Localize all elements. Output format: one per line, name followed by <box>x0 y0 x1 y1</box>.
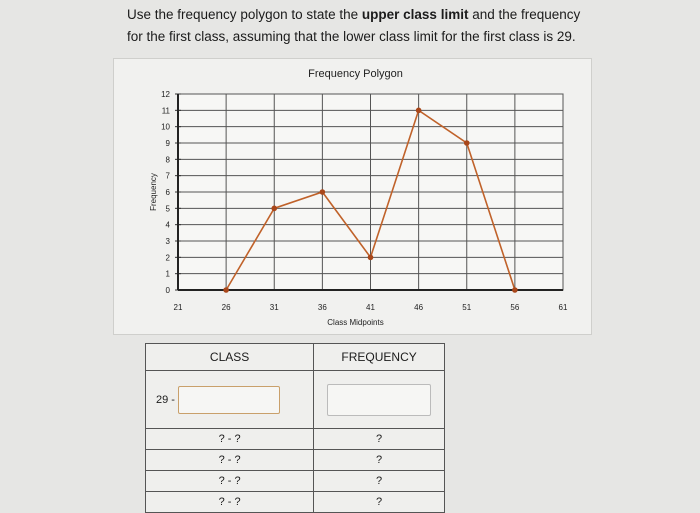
y-tick-label: 6 <box>166 188 171 197</box>
y-tick-label: 12 <box>161 90 170 99</box>
y-tick-label: 10 <box>161 123 170 132</box>
chart-title: Frequency Polygon <box>308 68 403 80</box>
question-text: Use the frequency polygon to state the u… <box>127 4 597 48</box>
y-tick-label: 9 <box>166 139 171 148</box>
y-axis-label: Frequency <box>149 173 158 211</box>
frequency-cell: ? <box>313 428 445 450</box>
frequency-cell: ? <box>313 470 445 492</box>
y-tick-label: 11 <box>162 106 171 115</box>
x-axis-label: Class Midpoints <box>327 318 383 327</box>
y-tick-label: 1 <box>166 270 171 279</box>
x-tick-label: 36 <box>318 303 327 312</box>
header-class: CLASS <box>144 343 315 371</box>
class-cell: ? - ? <box>144 428 315 450</box>
y-tick-label: 5 <box>166 204 171 213</box>
x-tick-label: 46 <box>414 303 423 312</box>
frequency-cell: ? <box>313 449 445 471</box>
question-part: and the frequency for the first class, a… <box>127 7 581 44</box>
data-point <box>512 287 518 293</box>
data-point <box>463 140 470 146</box>
frequency-input[interactable] <box>327 383 432 416</box>
y-tick-label: 3 <box>166 237 171 246</box>
y-tick-label: 7 <box>166 172 171 181</box>
y-tick-label: 4 <box>166 221 171 230</box>
x-tick-label: 31 <box>270 303 279 312</box>
class-cell: ? - ? <box>144 449 315 471</box>
header-frequency: FREQUENCY <box>313 343 445 371</box>
y-tick-label: 0 <box>166 286 171 295</box>
data-point <box>415 107 422 114</box>
y-tick-label: 8 <box>166 155 171 164</box>
x-tick-label: 56 <box>510 303 519 312</box>
x-tick-label: 61 <box>559 303 568 312</box>
answer-table: CLASS FREQUENCY 29 - ? - ?? ? - ?? ? - ?… <box>144 343 445 513</box>
class-cell: ? - ? <box>144 470 315 492</box>
first-class-lower-limit: 29 - <box>156 393 175 406</box>
data-point <box>223 287 229 293</box>
x-tick-label: 21 <box>174 303 183 312</box>
frequency-cell: ? <box>313 491 445 513</box>
x-tick-label: 41 <box>366 303 375 312</box>
x-tick-label: 51 <box>462 303 471 312</box>
class-cell: ? - ? <box>144 491 315 513</box>
upper-class-limit-input[interactable] <box>178 385 281 414</box>
x-tick-label: 26 <box>222 303 231 312</box>
question-part: Use the frequency polygon to state the <box>127 7 362 22</box>
data-point <box>319 189 326 195</box>
data-point <box>367 254 374 261</box>
y-tick-label: 2 <box>166 253 171 262</box>
question-emphasis: upper class limit <box>361 7 469 22</box>
data-point <box>271 205 278 212</box>
